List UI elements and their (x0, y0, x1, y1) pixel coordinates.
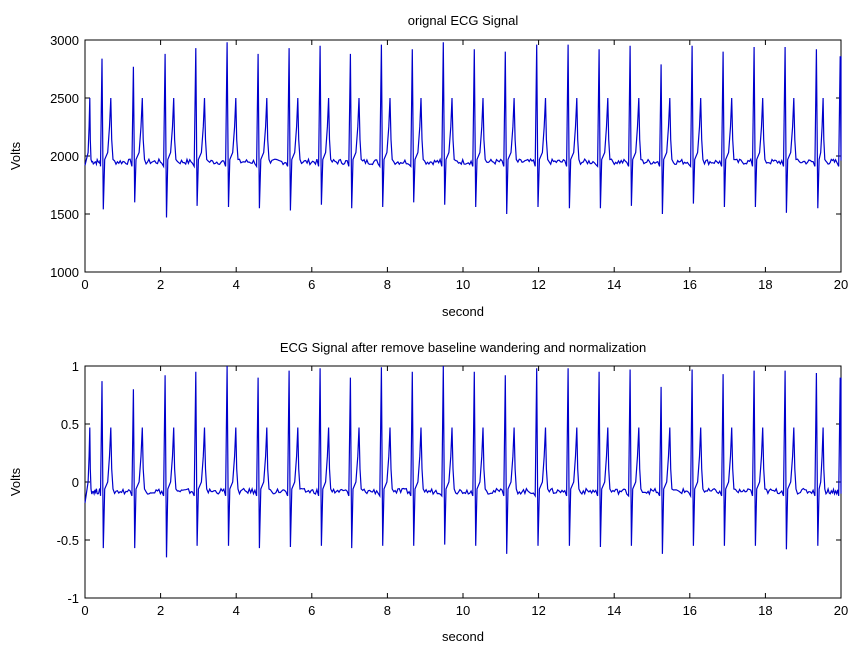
y-ticks: -1 -0.5 0 0.5 1 (57, 359, 841, 606)
x-tick-label: 20 (834, 603, 848, 618)
axes-box (84, 39, 842, 273)
x-tick-label: 14 (607, 603, 621, 618)
x-tick-label: 12 (531, 277, 545, 292)
y-tick-label: 0.5 (61, 417, 79, 432)
x-tick-label: 10 (456, 603, 470, 618)
x-axis-label: second (442, 304, 484, 319)
x-tick-label: 10 (456, 277, 470, 292)
y-axis-label: Volts (8, 467, 23, 496)
y-tick-label: 1500 (50, 207, 79, 222)
chart-title: orignal ECG Signal (408, 13, 519, 28)
x-ticks: 0 2 4 6 8 10 12 14 16 18 20 (81, 40, 848, 292)
x-tick-label: 8 (384, 603, 391, 618)
ecg-series-line (84, 365, 842, 558)
x-tick-label: 2 (157, 277, 164, 292)
y-tick-label: 0 (72, 475, 79, 490)
x-tick-label: 8 (384, 277, 391, 292)
x-tick-label: 18 (758, 603, 772, 618)
chart-title: ECG Signal after remove baseline wanderi… (280, 340, 646, 355)
subplot-normalized-ecg: ECG Signal after remove baseline wanderi… (8, 340, 848, 644)
x-tick-label: 0 (81, 603, 88, 618)
x-tick-label: 14 (607, 277, 621, 292)
x-tick-label: 16 (683, 277, 697, 292)
y-tick-label: 3000 (50, 33, 79, 48)
x-tick-label: 16 (683, 603, 697, 618)
subplot-original-ecg: orignal ECG Signal 10001500200025003000 … (8, 13, 848, 319)
ecg-series-line (84, 42, 842, 218)
x-tick-label: 18 (758, 277, 772, 292)
y-axis-label: Volts (8, 141, 23, 170)
axes-box (84, 365, 842, 599)
x-axis-label: second (442, 629, 484, 644)
x-tick-label: 4 (233, 603, 240, 618)
y-tick-label: -1 (67, 591, 79, 606)
x-tick-label: 12 (531, 603, 545, 618)
y-tick-label: 1 (72, 359, 79, 374)
x-tick-label: 20 (834, 277, 848, 292)
x-tick-label: 6 (308, 603, 315, 618)
y-tick-label: -0.5 (57, 533, 79, 548)
x-tick-label: 6 (308, 277, 315, 292)
x-tick-label: 0 (81, 277, 88, 292)
y-ticks: 1000 1500 2000 2500 3000 (50, 33, 841, 280)
x-ticks: 0 2 4 6 8 10 12 14 16 18 20 (81, 366, 848, 618)
x-tick-label: 4 (233, 277, 240, 292)
y-tick-label: 1000 (50, 265, 79, 280)
y-tick-label: 2000 (50, 149, 79, 164)
x-tick-label: 2 (157, 603, 164, 618)
y-tick-label: 2500 (50, 91, 79, 106)
